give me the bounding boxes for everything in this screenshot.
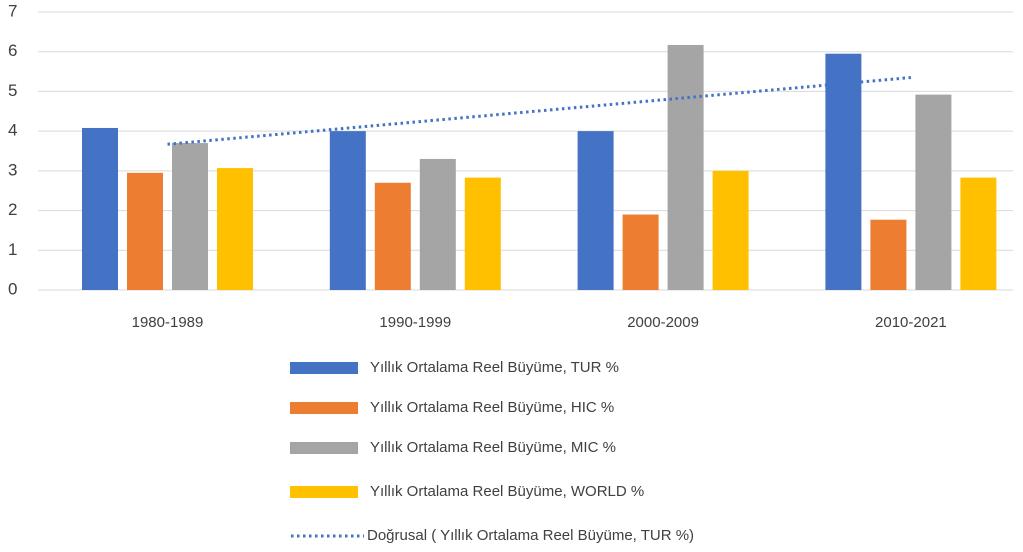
legend-label: Doğrusal ( Yıllık Ortalama Reel Büyüme, … — [367, 527, 694, 544]
bar — [915, 94, 952, 290]
y-tick-label: 7 — [8, 1, 17, 20]
y-tick-label: 0 — [8, 279, 17, 298]
legend-swatch — [290, 402, 358, 414]
bar — [127, 172, 163, 290]
x-tick-label: 1990-1999 — [379, 314, 451, 331]
trend-line — [167, 76, 912, 146]
y-tick-label: 1 — [8, 240, 17, 259]
x-tick-label: 2010-2021 — [875, 314, 947, 331]
legend-label: Yıllık Ortalama Reel Büyüme, MIC % — [370, 439, 616, 456]
legend-swatch — [290, 486, 358, 498]
y-tick-label: 2 — [8, 200, 17, 219]
y-tick-label: 4 — [8, 121, 17, 140]
legend-label: Yıllık Ortalama Reel Büyüme, WORLD % — [370, 483, 644, 500]
bar — [667, 44, 704, 290]
bar — [464, 177, 501, 290]
legend-swatch — [290, 362, 358, 374]
y-tick-label: 3 — [8, 160, 17, 179]
bar — [374, 182, 411, 290]
bar — [960, 177, 997, 290]
bar — [712, 170, 749, 290]
bar — [419, 158, 456, 290]
bar — [82, 127, 118, 290]
bar — [622, 214, 659, 290]
bar — [329, 131, 366, 290]
legend-label: Yıllık Ortalama Reel Büyüme, HIC % — [370, 399, 614, 416]
x-tick-label: 2000-2009 — [627, 314, 699, 331]
y-tick-label: 5 — [8, 81, 17, 100]
legend-swatch — [290, 442, 358, 454]
bar — [172, 143, 208, 290]
bar — [825, 53, 862, 291]
bar — [577, 131, 614, 290]
x-tick-label: 1980-1989 — [132, 314, 204, 331]
bar — [870, 219, 907, 290]
legend-label: Yıllık Ortalama Reel Büyüme, TUR % — [370, 359, 619, 376]
bar — [217, 168, 253, 290]
y-tick-label: 6 — [8, 41, 17, 60]
